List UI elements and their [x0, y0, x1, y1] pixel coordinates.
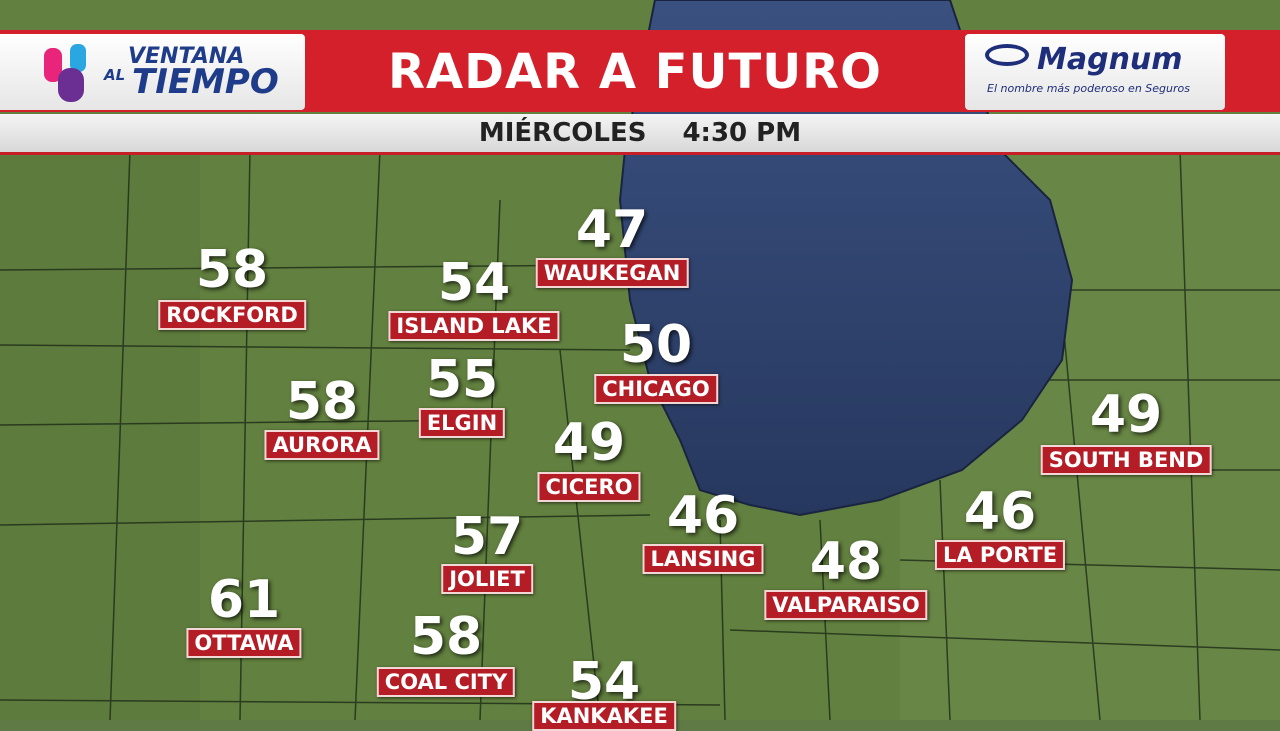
temperature: 58 [195, 240, 269, 300]
subheader: MIÉRCOLES 4:30 PM [0, 114, 1280, 155]
temperature: 58 [285, 372, 359, 432]
temperature: 46 [963, 482, 1037, 542]
city-label: ROCKFORD [158, 300, 306, 330]
city-label: SOUTH BEND [1040, 445, 1212, 475]
city-label: ELGIN [418, 408, 506, 438]
city-label: AURORA [264, 430, 380, 460]
logo-text: VENTANA [128, 44, 245, 69]
city-label: WAUKEGAN [535, 258, 689, 288]
city-label: LA PORTE [934, 540, 1066, 570]
temperature: 49 [552, 413, 626, 473]
city-label: JOLIET [441, 564, 533, 594]
time: 4:30 PM [682, 118, 802, 148]
temperature: 55 [425, 350, 499, 410]
sponsor-name: Magnum [1037, 42, 1183, 77]
temperature: 58 [409, 607, 483, 667]
city-label: CHICAGO [594, 374, 718, 404]
logo-text: AL [104, 66, 126, 84]
city-label: LANSING [642, 544, 764, 574]
city-label: VALPARAISO [764, 590, 928, 620]
temperature: 47 [575, 200, 649, 260]
sponsor-tagline: El nombre más poderoso en Seguros [987, 82, 1190, 95]
city-label: KANKAKEE [532, 701, 676, 731]
title: RADAR A FUTURO [388, 44, 882, 100]
city-label: CICERO [537, 472, 641, 502]
temperature: 49 [1089, 385, 1163, 445]
temperature: 57 [450, 507, 524, 567]
logo: VENTANA AL TIEMPO [0, 34, 305, 110]
city-label: OTTAWA [186, 628, 302, 658]
day: MIÉRCOLES [478, 118, 647, 148]
city-label: COAL CITY [376, 667, 516, 697]
city-label: ISLAND LAKE [388, 311, 560, 341]
logo-text: TIEMPO [132, 62, 279, 102]
temperature: 61 [207, 570, 281, 630]
temperature: 50 [619, 315, 693, 375]
sponsor-icon [985, 44, 1029, 66]
sponsor: Magnum El nombre más poderoso en Seguros [965, 34, 1225, 110]
temperature: 48 [809, 532, 883, 592]
logo-icon [44, 44, 86, 102]
temperature: 46 [666, 486, 740, 546]
temperature: 54 [437, 253, 511, 313]
